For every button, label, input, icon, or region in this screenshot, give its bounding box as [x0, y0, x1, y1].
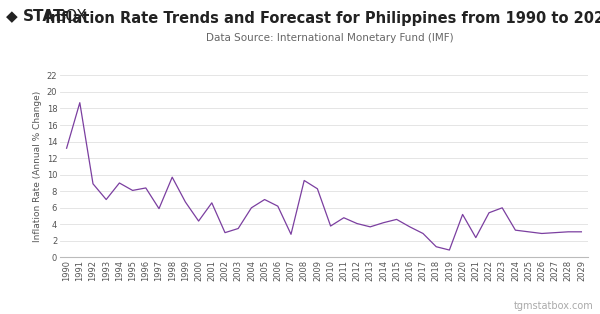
Text: Inflation Rate Trends and Forecast for Philippines from 1990 to 2029: Inflation Rate Trends and Forecast for P…: [46, 11, 600, 26]
Text: Data Source: International Monetary Fund (IMF): Data Source: International Monetary Fund…: [206, 33, 454, 43]
Y-axis label: Inflation Rate (Annual % Change): Inflation Rate (Annual % Change): [34, 91, 43, 242]
Text: ◆: ◆: [6, 9, 23, 24]
Text: tgmstatbox.com: tgmstatbox.com: [514, 301, 594, 311]
Text: BOX: BOX: [55, 9, 87, 24]
Text: STAT: STAT: [23, 9, 64, 24]
